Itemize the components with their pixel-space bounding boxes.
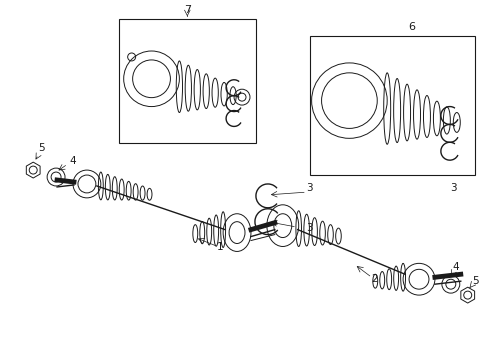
Text: 4: 4 — [70, 156, 76, 166]
Text: 6: 6 — [409, 22, 416, 32]
Bar — [310, 36, 475, 175]
Text: 4: 4 — [452, 262, 459, 272]
Text: 3: 3 — [306, 183, 313, 193]
Text: 7: 7 — [184, 5, 191, 15]
Text: 3: 3 — [306, 222, 313, 233]
Text: 5: 5 — [38, 143, 45, 153]
Text: 2: 2 — [371, 274, 378, 284]
Text: 3: 3 — [450, 183, 457, 193]
Bar — [119, 19, 256, 143]
Text: 5: 5 — [472, 276, 479, 286]
Text: 1: 1 — [217, 243, 223, 252]
